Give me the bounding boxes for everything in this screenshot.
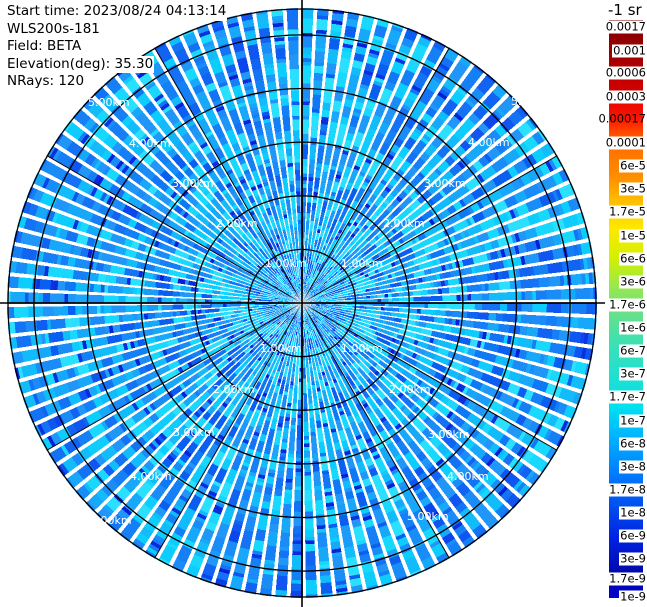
colorbar-tick: 0.0017 (604, 19, 647, 34)
colorbar-tick: 3e-5 (619, 181, 647, 196)
colorbar-tick: 6e-6 (619, 251, 647, 266)
colorbar-tick: 0.001 (612, 43, 647, 58)
colorbar-tick: 0.0006 (604, 65, 647, 80)
colorbar-tick: 1.7e-6 (608, 297, 647, 312)
colorbar-tick: 6e-9 (619, 528, 647, 543)
ppi-crosshair (0, 0, 605, 607)
colorbar-tick: 6e-8 (619, 436, 647, 451)
colorbar-tick: 1.7e-5 (608, 204, 647, 219)
colorbar-panel: -1 sr 0.0017 0.001 0.0006 0.0003 0.00017 0.00… (598, 0, 647, 607)
ppi-data-disc (7, 8, 597, 598)
ppi-plot-area[interactable]: 1.00km 1.00km 1.00km 1.00km 2.00km 2.00km 2.00… (0, 0, 605, 607)
colorbar-tick: 1e-8 (619, 505, 647, 520)
colorbar-tick: 3e-9 (619, 551, 647, 566)
colorbar-tick: 3e-7 (619, 366, 647, 381)
colorbar-tick: 1e-5 (619, 228, 647, 243)
colorbar-tick: 3e-6 (619, 274, 647, 289)
colorbar-tick: 6e-7 (619, 343, 647, 358)
ppi-ray-gaps (7, 8, 597, 598)
colorbar-tick: 0.0003 (604, 89, 647, 104)
ppi-scan-canvas (0, 0, 605, 607)
colorbar-tick: 1.7e-7 (608, 389, 647, 404)
colorbar-tick: 1.7e-9 (608, 571, 647, 586)
colorbar-tick: 0.0001 (604, 135, 647, 150)
colorbar-tick: 6e-5 (619, 158, 647, 173)
colorbar-tick: 1e-6 (619, 320, 647, 335)
colorbar-tick-labels: 0.0017 0.001 0.0006 0.0003 0.00017 0.0001 6e-5… (598, 19, 647, 604)
colorbar-title: -1 sr (608, 1, 642, 19)
colorbar-tick: 1e-7 (619, 413, 647, 428)
colorbar-tick: 0.00017 (598, 111, 646, 126)
colorbar-tick: 1e-9 (619, 589, 647, 604)
colorbar-tick: 1.7e-8 (608, 482, 647, 497)
colorbar-tick: 3e-8 (619, 459, 647, 474)
